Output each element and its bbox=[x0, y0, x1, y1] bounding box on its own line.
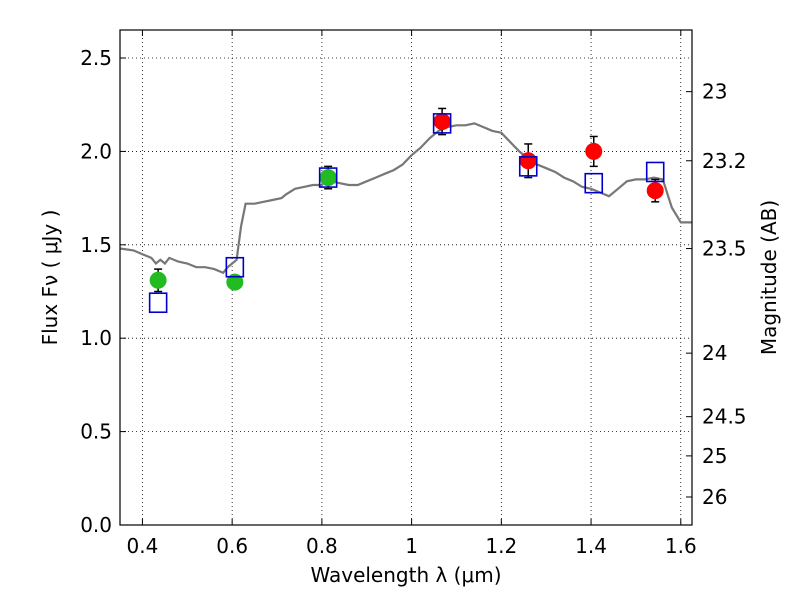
data-point-square bbox=[432, 113, 452, 134]
x-tick-label: 1.2 bbox=[485, 534, 517, 558]
data-point-square bbox=[225, 256, 245, 278]
x-tick-label: 1 bbox=[405, 534, 418, 558]
x-tick-label: 0.6 bbox=[216, 534, 248, 558]
y-tick-label: 2.0 bbox=[80, 139, 112, 163]
x-tick-label: 0.8 bbox=[306, 534, 338, 558]
y2-tick-label: 24.5 bbox=[702, 405, 747, 429]
y2-tick-label: 23.5 bbox=[702, 237, 747, 261]
y-tick-label: 1.5 bbox=[80, 233, 112, 257]
data-point-circle bbox=[319, 169, 337, 187]
spectrum-layer bbox=[120, 122, 692, 275]
y-tick-label: 0.5 bbox=[80, 420, 112, 444]
data-point-circle bbox=[226, 273, 244, 291]
grid-layer bbox=[120, 30, 692, 526]
data-point-circle bbox=[149, 271, 167, 289]
x-tick-label: 1.6 bbox=[665, 534, 697, 558]
y2-tick-label: 23.2 bbox=[702, 149, 747, 173]
tick-layer: 0.4 0.6 0.8 1 1.2 1.4 1.6 0.0 0.5 1.0 1.5 2.0 2.5 23 2… bbox=[80, 30, 747, 558]
y-tick-label: 2.5 bbox=[80, 46, 112, 70]
data-point-circle bbox=[433, 113, 451, 131]
data-point-circle bbox=[646, 182, 664, 200]
x-tick-label: 1.4 bbox=[575, 534, 607, 558]
data-point-square bbox=[645, 161, 665, 183]
y2-tick-label: 25 bbox=[702, 444, 727, 468]
data-point-circle bbox=[519, 152, 537, 170]
data-point-circle bbox=[585, 142, 603, 160]
data-point-square bbox=[584, 172, 604, 194]
data-point-square bbox=[518, 156, 538, 177]
marker-layer bbox=[148, 113, 665, 314]
y-tick-label: 1.0 bbox=[80, 326, 112, 350]
x-axis-label: Wavelength λ (μm) bbox=[310, 563, 501, 587]
y-axis-label: Flux Fν ( μJy ) bbox=[38, 210, 62, 346]
y2-axis-label: Magnitude (AB) bbox=[757, 200, 781, 355]
spectrum-line bbox=[120, 122, 692, 275]
y2-tick-label: 23 bbox=[702, 80, 727, 104]
x-tick-label: 0.4 bbox=[127, 534, 159, 558]
y-tick-label: 0.0 bbox=[80, 513, 112, 537]
data-point-square bbox=[318, 167, 338, 188]
data-point-square bbox=[148, 292, 168, 314]
y2-tick-label: 24 bbox=[702, 341, 727, 365]
y2-tick-label: 26 bbox=[702, 485, 727, 509]
plot-frame bbox=[119, 29, 693, 526]
